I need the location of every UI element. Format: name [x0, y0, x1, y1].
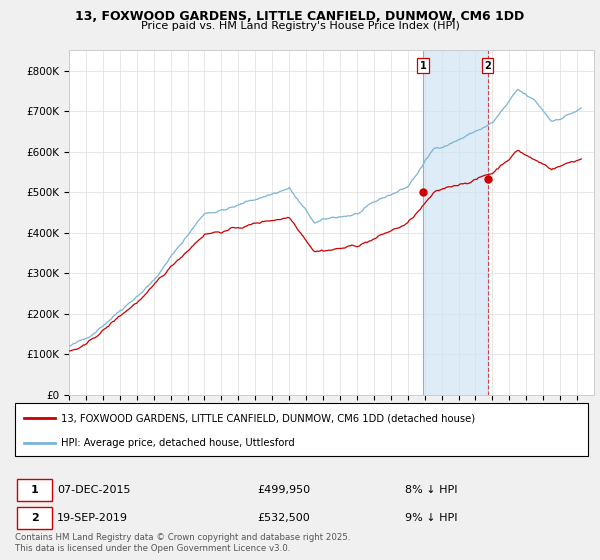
Text: HPI: Average price, detached house, Uttlesford: HPI: Average price, detached house, Uttl…: [61, 438, 295, 448]
Text: £532,500: £532,500: [257, 513, 310, 522]
Bar: [423, 50, 488, 395]
Text: 9% ↓ HPI: 9% ↓ HPI: [406, 513, 458, 522]
Text: 13, FOXWOOD GARDENS, LITTLE CANFIELD, DUNMOW, CM6 1DD (detached house): 13, FOXWOOD GARDENS, LITTLE CANFIELD, DU…: [61, 413, 475, 423]
Text: 1: 1: [420, 61, 427, 71]
FancyBboxPatch shape: [17, 507, 52, 529]
Text: 2: 2: [31, 513, 38, 522]
Text: 19-SEP-2019: 19-SEP-2019: [57, 513, 128, 522]
Text: £499,950: £499,950: [257, 485, 311, 494]
Text: Price paid vs. HM Land Registry's House Price Index (HPI): Price paid vs. HM Land Registry's House …: [140, 21, 460, 31]
Text: 1: 1: [31, 485, 38, 494]
FancyBboxPatch shape: [17, 479, 52, 501]
Text: 13, FOXWOOD GARDENS, LITTLE CANFIELD, DUNMOW, CM6 1DD: 13, FOXWOOD GARDENS, LITTLE CANFIELD, DU…: [76, 10, 524, 23]
Text: Contains HM Land Registry data © Crown copyright and database right 2025.
This d: Contains HM Land Registry data © Crown c…: [15, 533, 350, 553]
Text: 07-DEC-2015: 07-DEC-2015: [57, 485, 131, 494]
Text: 2: 2: [484, 61, 491, 71]
FancyBboxPatch shape: [15, 403, 588, 456]
Text: 8% ↓ HPI: 8% ↓ HPI: [406, 485, 458, 494]
